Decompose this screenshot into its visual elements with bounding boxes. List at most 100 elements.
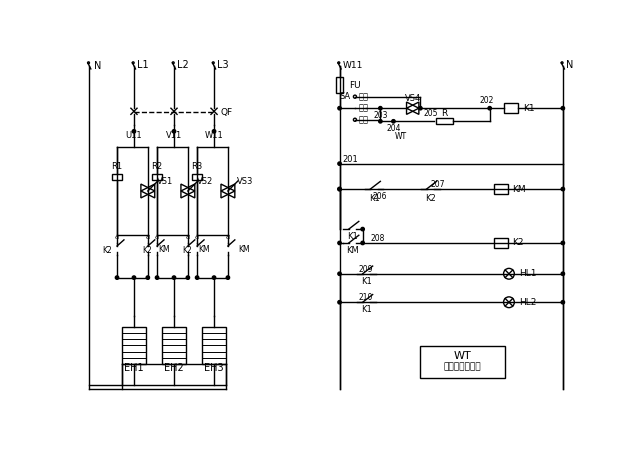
Text: 202: 202 (479, 96, 494, 105)
Text: VS4: VS4 (404, 95, 421, 103)
Text: R2: R2 (152, 162, 163, 171)
Text: K1: K1 (361, 305, 372, 314)
Text: 205: 205 (424, 109, 438, 118)
Circle shape (146, 276, 150, 280)
Circle shape (561, 301, 564, 304)
Text: V11: V11 (166, 131, 182, 140)
Bar (336, 78, 343, 93)
Circle shape (561, 241, 564, 245)
Text: L2: L2 (177, 60, 189, 70)
Bar (494, 238, 508, 247)
Text: d: d (195, 235, 199, 240)
Text: KM: KM (159, 245, 170, 254)
Circle shape (361, 241, 364, 245)
Text: 209: 209 (359, 265, 373, 274)
Text: EH3: EH3 (204, 364, 224, 374)
Circle shape (186, 276, 189, 280)
Circle shape (338, 162, 341, 165)
Circle shape (132, 129, 136, 133)
Text: EH1: EH1 (124, 364, 144, 374)
Bar (202, 327, 225, 364)
Text: U11: U11 (125, 131, 142, 140)
Text: d: d (115, 235, 119, 240)
Text: KM: KM (198, 245, 211, 254)
Circle shape (338, 187, 341, 191)
Text: L1: L1 (137, 60, 148, 70)
Text: VS1: VS1 (157, 177, 173, 186)
Circle shape (195, 276, 199, 280)
Text: SA: SA (340, 92, 351, 101)
Text: K2: K2 (183, 246, 193, 255)
Bar (192, 174, 202, 180)
Text: KM: KM (512, 185, 525, 194)
Text: 自动: 自动 (359, 115, 369, 124)
Text: K2: K2 (425, 194, 436, 203)
Text: VS2: VS2 (197, 177, 213, 186)
Bar (436, 118, 452, 124)
Text: W11: W11 (342, 61, 363, 70)
Circle shape (488, 106, 492, 110)
Text: QF: QF (220, 107, 232, 117)
Bar (111, 174, 122, 180)
Text: 206: 206 (372, 192, 387, 201)
Text: WT: WT (395, 132, 407, 141)
Text: HL1: HL1 (519, 269, 536, 278)
Circle shape (419, 106, 422, 110)
Circle shape (338, 272, 341, 275)
Text: EH2: EH2 (164, 364, 184, 374)
Circle shape (392, 120, 395, 123)
Circle shape (379, 120, 382, 123)
Text: d: d (155, 235, 159, 240)
Text: K1: K1 (348, 232, 358, 241)
Text: K2: K2 (143, 246, 152, 255)
Text: （二位温控仪）: （二位温控仪） (444, 363, 481, 371)
Bar (494, 184, 508, 194)
Circle shape (132, 276, 136, 280)
Text: 手动: 手动 (359, 92, 369, 101)
Text: N: N (566, 60, 573, 70)
Text: L3: L3 (217, 60, 228, 70)
Text: HL2: HL2 (519, 298, 536, 307)
Circle shape (172, 129, 176, 133)
Text: K1: K1 (524, 104, 535, 113)
Text: 断开: 断开 (359, 104, 369, 113)
Circle shape (115, 276, 118, 280)
Text: K2: K2 (512, 239, 524, 247)
Circle shape (172, 276, 176, 280)
Text: d: d (186, 235, 190, 240)
Text: K1: K1 (361, 277, 372, 286)
Circle shape (226, 276, 230, 280)
Text: 210: 210 (359, 293, 373, 302)
Circle shape (561, 272, 564, 275)
Text: 203: 203 (373, 112, 388, 120)
Circle shape (338, 301, 341, 304)
Bar (122, 327, 145, 364)
Bar (504, 103, 518, 113)
Text: 207: 207 (431, 180, 445, 189)
Text: 208: 208 (371, 234, 385, 243)
Circle shape (338, 187, 341, 191)
Circle shape (338, 241, 341, 245)
Bar (163, 327, 186, 364)
Circle shape (379, 106, 382, 110)
Text: N: N (94, 61, 101, 71)
Text: KM: KM (346, 246, 359, 255)
Text: WT: WT (454, 351, 472, 361)
Text: R: R (441, 109, 447, 118)
Circle shape (212, 276, 216, 280)
Text: d: d (226, 235, 230, 240)
Bar (420, 346, 505, 379)
Text: VS3: VS3 (237, 177, 253, 186)
Circle shape (561, 106, 564, 110)
Text: K2: K2 (102, 246, 113, 255)
Circle shape (361, 227, 364, 231)
Text: W11: W11 (205, 131, 223, 140)
Text: 201: 201 (342, 155, 358, 163)
Bar (152, 174, 163, 180)
Circle shape (156, 276, 159, 280)
Circle shape (561, 187, 564, 191)
Text: K1: K1 (369, 194, 380, 203)
Circle shape (212, 129, 216, 133)
Text: R1: R1 (111, 162, 123, 171)
Text: 204: 204 (386, 124, 401, 134)
